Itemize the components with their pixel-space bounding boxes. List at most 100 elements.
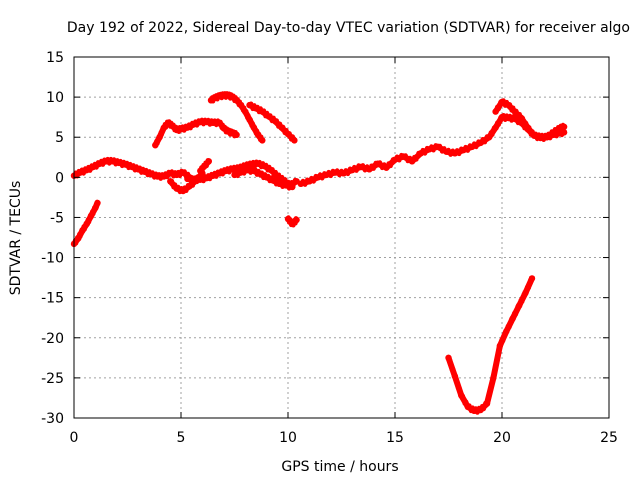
data-jitter: [163, 125, 169, 130]
data-jitter: [362, 168, 368, 173]
data-point: [259, 137, 266, 144]
data-point: [293, 216, 300, 224]
data-jitter: [420, 147, 425, 153]
data-jitter: [520, 120, 526, 125]
x-tick-label: 25: [600, 430, 618, 446]
data-point: [383, 164, 390, 171]
y-tick-label: -5: [50, 210, 64, 226]
tick-layer: 0 5 10 15 20 25 -30 -25 -20 -15 -10 -5 0 5 10 15: [41, 50, 618, 446]
data-point: [289, 183, 296, 191]
data-jitter: [206, 117, 211, 123]
data-jitter: [199, 117, 205, 123]
data-point: [515, 302, 523, 309]
data-jitter: [397, 158, 402, 163]
data-jitter: [159, 132, 164, 137]
data-jitter: [507, 102, 513, 107]
data-jitter: [490, 132, 495, 137]
data-jitter: [156, 172, 162, 177]
y-tick-label: 15: [46, 50, 64, 66]
data-jitter: [244, 109, 249, 114]
data-point: [483, 400, 491, 407]
data-jitter: [539, 132, 545, 138]
data-jitter: [457, 151, 462, 157]
data-point: [503, 328, 510, 335]
data-point: [94, 199, 101, 207]
data-jitter: [488, 390, 493, 396]
data-jitter: [403, 153, 408, 158]
data-jitter: [463, 144, 468, 150]
data-layer: [70, 91, 568, 415]
data-point: [522, 289, 529, 297]
data-jitter: [309, 175, 314, 181]
data-jitter: [278, 179, 284, 185]
data-jitter: [492, 365, 498, 370]
data-jitter: [231, 164, 237, 170]
data-jitter: [320, 176, 325, 181]
y-tick-label: -20: [41, 331, 64, 347]
data-jitter: [354, 168, 359, 173]
data-jitter: [257, 159, 262, 165]
data-jitter: [317, 172, 323, 177]
data-jitter: [474, 144, 479, 150]
data-jitter: [188, 126, 193, 131]
data-jitter: [431, 148, 436, 153]
data-jitter: [482, 140, 488, 145]
data-jitter: [437, 143, 443, 149]
data-jitter: [182, 169, 187, 174]
data-jitter: [311, 179, 316, 184]
y-tick-label: -15: [41, 291, 64, 307]
y-axis-label: SDTVAR / TECUs: [8, 181, 24, 296]
data-jitter: [270, 167, 275, 172]
data-jitter: [451, 367, 456, 372]
data-jitter: [212, 118, 217, 123]
data-point: [490, 374, 497, 382]
data-jitter: [261, 108, 267, 113]
data-jitter: [86, 219, 92, 225]
data-point: [560, 129, 568, 136]
data-jitter: [514, 108, 519, 114]
data-point: [408, 158, 416, 165]
data-point: [233, 131, 240, 138]
data-jitter: [507, 324, 512, 330]
data-jitter: [465, 148, 470, 153]
data-jitter: [467, 403, 472, 408]
data-jitter: [352, 164, 357, 170]
data-jitter: [513, 312, 519, 317]
x-tick-label: 20: [493, 430, 511, 446]
x-tick-label: 10: [279, 430, 297, 446]
data-jitter: [460, 393, 466, 399]
data-jitter: [281, 124, 286, 130]
data-jitter: [87, 168, 93, 173]
data-jitter: [300, 178, 306, 184]
data-jitter: [276, 172, 282, 177]
y-tick-label: -30: [41, 411, 64, 427]
data-jitter: [73, 241, 79, 246]
data-jitter: [193, 119, 198, 124]
x-tick-label: 15: [386, 430, 404, 446]
data-jitter: [394, 154, 400, 159]
y-tick-label: 0: [55, 170, 64, 186]
data-jitter: [405, 158, 410, 164]
data-jitter: [200, 168, 205, 173]
data-jitter: [82, 227, 87, 232]
data-jitter: [326, 169, 331, 175]
data-jitter: [252, 125, 257, 130]
data-jitter: [283, 177, 288, 182]
data-jitter: [204, 163, 209, 169]
data-jitter: [118, 158, 123, 164]
data-jitter: [380, 165, 385, 171]
data-point: [528, 275, 536, 282]
data-jitter: [186, 174, 192, 180]
data-jitter: [225, 166, 230, 171]
data-jitter: [248, 117, 253, 122]
data-jitter: [164, 174, 170, 180]
x-tick-label: 0: [70, 430, 79, 446]
y-tick-label: 5: [55, 130, 64, 146]
data-jitter: [328, 173, 333, 179]
data-jitter: [190, 183, 195, 188]
data-jitter: [105, 156, 110, 162]
data-jitter: [360, 163, 366, 168]
y-tick-label: -10: [41, 251, 64, 267]
data-jitter: [371, 166, 376, 171]
